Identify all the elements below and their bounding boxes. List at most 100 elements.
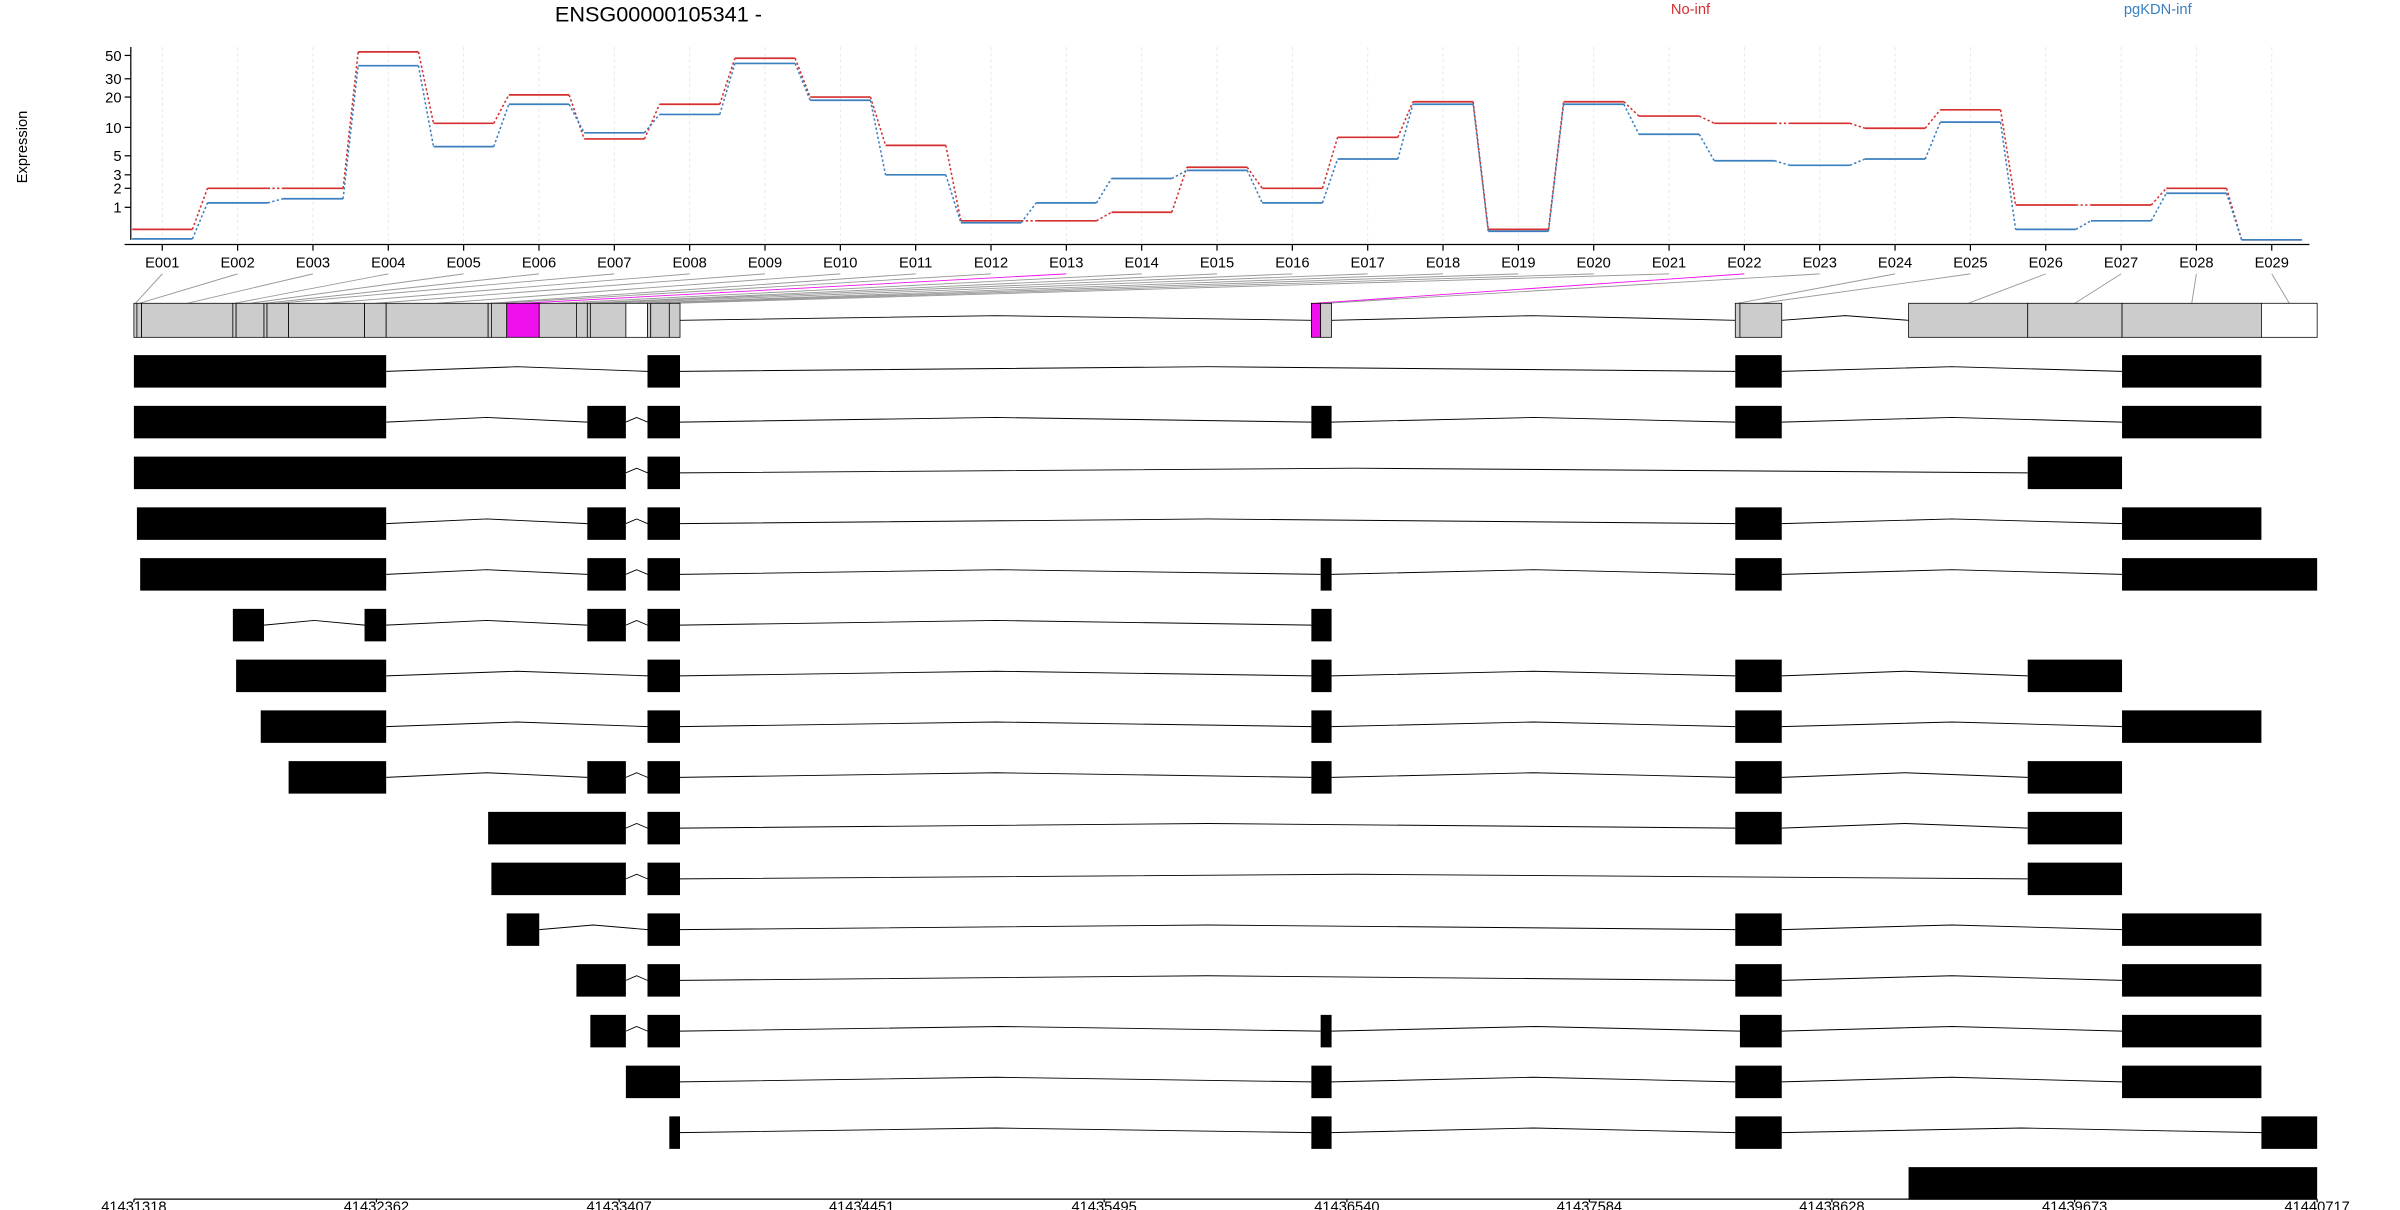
step-connector	[719, 58, 736, 105]
legend-entry: No-inf	[1671, 2, 1711, 18]
intron	[679, 721, 1312, 728]
intron	[679, 670, 1312, 677]
exon	[2027, 862, 2123, 896]
exon	[2122, 1065, 2262, 1099]
intron	[680, 975, 1736, 981]
x-tick-label: E015	[1200, 256, 1234, 272]
y-tick-label: 30	[105, 72, 121, 88]
bin-connector	[139, 273, 238, 304]
step-connector	[643, 113, 661, 134]
intron	[386, 721, 648, 728]
intron	[386, 620, 588, 626]
exon-bin	[2261, 302, 2318, 338]
exon	[647, 355, 681, 388]
exon	[647, 710, 681, 743]
step-connector	[568, 103, 585, 134]
exon-bin	[232, 302, 237, 338]
exon	[647, 507, 681, 540]
intron	[680, 823, 1736, 829]
exon-bin	[141, 302, 234, 338]
genome-tick-label: 41436540	[1314, 1200, 1379, 1210]
x-tick-label: E003	[296, 256, 330, 272]
intron	[1331, 721, 1736, 728]
exon-bin	[586, 302, 591, 338]
exon-bin	[235, 302, 265, 338]
intron	[679, 1127, 1312, 1134]
step-connector	[643, 103, 661, 140]
intron	[1781, 670, 2028, 677]
exon	[1908, 1167, 2318, 1200]
bin-connector	[277, 273, 615, 304]
x-tick-label: E013	[1049, 256, 1083, 272]
exon-bin	[647, 302, 652, 338]
genome-tick-label: 41433407	[586, 1200, 651, 1210]
intron	[625, 416, 648, 423]
step-connector	[794, 63, 811, 101]
step-connector	[1397, 104, 1414, 160]
gene-intron	[679, 315, 1312, 321]
intron	[1331, 1076, 1736, 1083]
exon-bin	[589, 302, 627, 338]
exon	[1735, 1116, 1782, 1149]
step-connector	[1924, 121, 1941, 160]
exon	[2122, 405, 2262, 439]
exon	[647, 811, 681, 845]
exon	[647, 456, 681, 490]
intron	[1781, 1127, 2262, 1134]
intron	[386, 569, 588, 575]
exon-bin	[1310, 302, 1322, 338]
exon	[647, 862, 681, 896]
exon	[260, 710, 387, 743]
step-connector	[493, 94, 510, 124]
exon	[647, 913, 681, 946]
exon	[1735, 913, 1782, 946]
intron	[625, 772, 648, 778]
step-connector	[794, 57, 811, 98]
intron	[386, 417, 588, 423]
exon	[669, 1116, 681, 1149]
exon	[136, 507, 387, 540]
x-tick-label: E011	[899, 256, 932, 272]
step-connector	[1321, 158, 1339, 204]
exon-bin	[491, 302, 508, 338]
intron	[625, 619, 648, 626]
intron	[680, 924, 1736, 931]
y-tick-label: 2	[113, 182, 121, 198]
step-connector	[1849, 158, 1866, 167]
exon-bin	[1739, 302, 1783, 338]
exon-bin	[576, 302, 588, 338]
step-connector	[1171, 169, 1188, 180]
exon	[2027, 811, 2123, 845]
bin-connector	[499, 273, 992, 304]
exon	[2122, 964, 2262, 997]
step-connector	[1623, 101, 1640, 117]
genome-tick-label: 41431318	[101, 1200, 166, 1210]
bin-connector	[660, 273, 1594, 304]
exon	[488, 811, 626, 845]
exon	[133, 456, 626, 490]
step-connector	[493, 104, 510, 147]
exon-bin	[506, 302, 540, 338]
intron	[1781, 417, 2123, 423]
x-tick-label: E026	[2029, 256, 2063, 272]
step-connector	[2150, 192, 2167, 222]
gene-intron	[1331, 315, 1736, 321]
bin-connector	[234, 273, 389, 304]
x-tick-label: E028	[2179, 256, 2213, 272]
x-tick-label: E014	[1125, 256, 1159, 272]
step-connector	[869, 100, 887, 175]
exon	[647, 405, 681, 439]
x-tick-label: E012	[974, 256, 1008, 272]
bin-connector	[375, 273, 766, 304]
exon	[587, 405, 626, 439]
intron	[1331, 670, 1736, 677]
x-tick-label: E021	[1652, 256, 1686, 272]
exon	[647, 1014, 681, 1048]
genome-tick-label: 41438628	[1799, 1200, 1864, 1210]
bin-connector	[187, 273, 314, 304]
exon	[1735, 558, 1782, 591]
exon	[590, 1014, 626, 1048]
step-connector	[1623, 103, 1640, 135]
step-connector	[1698, 115, 1715, 124]
step-connector	[342, 65, 359, 199]
